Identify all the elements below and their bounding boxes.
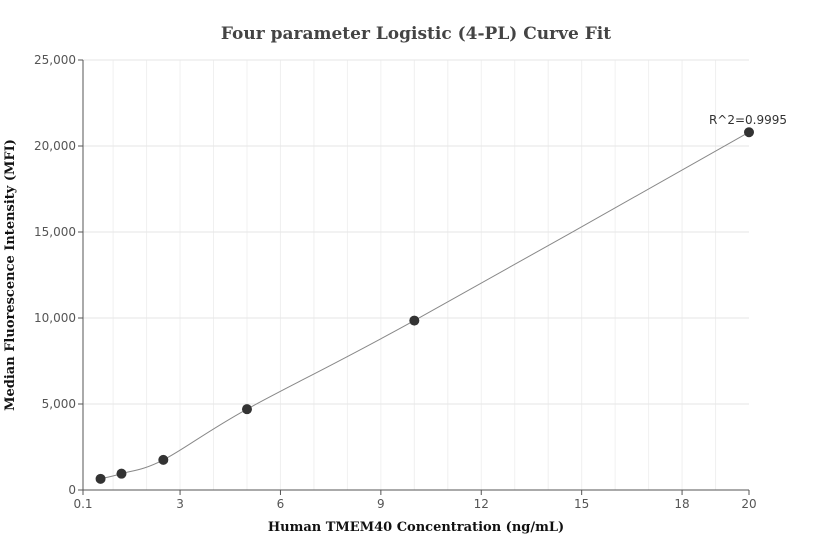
y-tick-label: 5,000 (42, 397, 76, 411)
x-tick-label: 6 (277, 497, 285, 511)
x-tick-label: 0.1 (73, 497, 92, 511)
grid (83, 59, 749, 490)
x-tick-label: 18 (674, 497, 689, 511)
y-axis-label: Median Fluorescence Intensity (MFI) (3, 139, 18, 411)
data-point (409, 315, 420, 326)
y-tick-label: 0 (68, 483, 76, 497)
x-tick-label: 20 (741, 497, 756, 511)
x-tick-label: 9 (377, 497, 385, 511)
x-axis-ticks: 0.1 3 6 9 12 15 18 20 (73, 490, 757, 511)
data-point (744, 127, 754, 138)
fit-curve (100, 131, 750, 480)
chart-title: Four parameter Logistic (4-PL) Curve Fit (221, 24, 611, 44)
x-axis-label: Human TMEM40 Concentration (ng/mL) (268, 520, 564, 535)
data-point (158, 454, 169, 465)
data-point (241, 404, 252, 415)
y-axis-ticks: 0 5,000 10,000 15,000 20,000 25,000 (34, 53, 83, 497)
data-points (95, 127, 754, 484)
r-squared-annotation: R^2=0.9995 (709, 113, 787, 127)
y-tick-label: 10,000 (34, 311, 76, 325)
x-tick-label: 3 (176, 497, 184, 511)
y-tick-label: 25,000 (34, 53, 76, 67)
data-point (95, 473, 106, 484)
y-tick-label: 20,000 (34, 139, 76, 153)
x-tick-label: 12 (474, 497, 489, 511)
x-tick-label: 15 (574, 497, 589, 511)
axes (82, 60, 749, 491)
data-point (116, 468, 127, 479)
y-tick-label: 15,000 (34, 225, 76, 239)
